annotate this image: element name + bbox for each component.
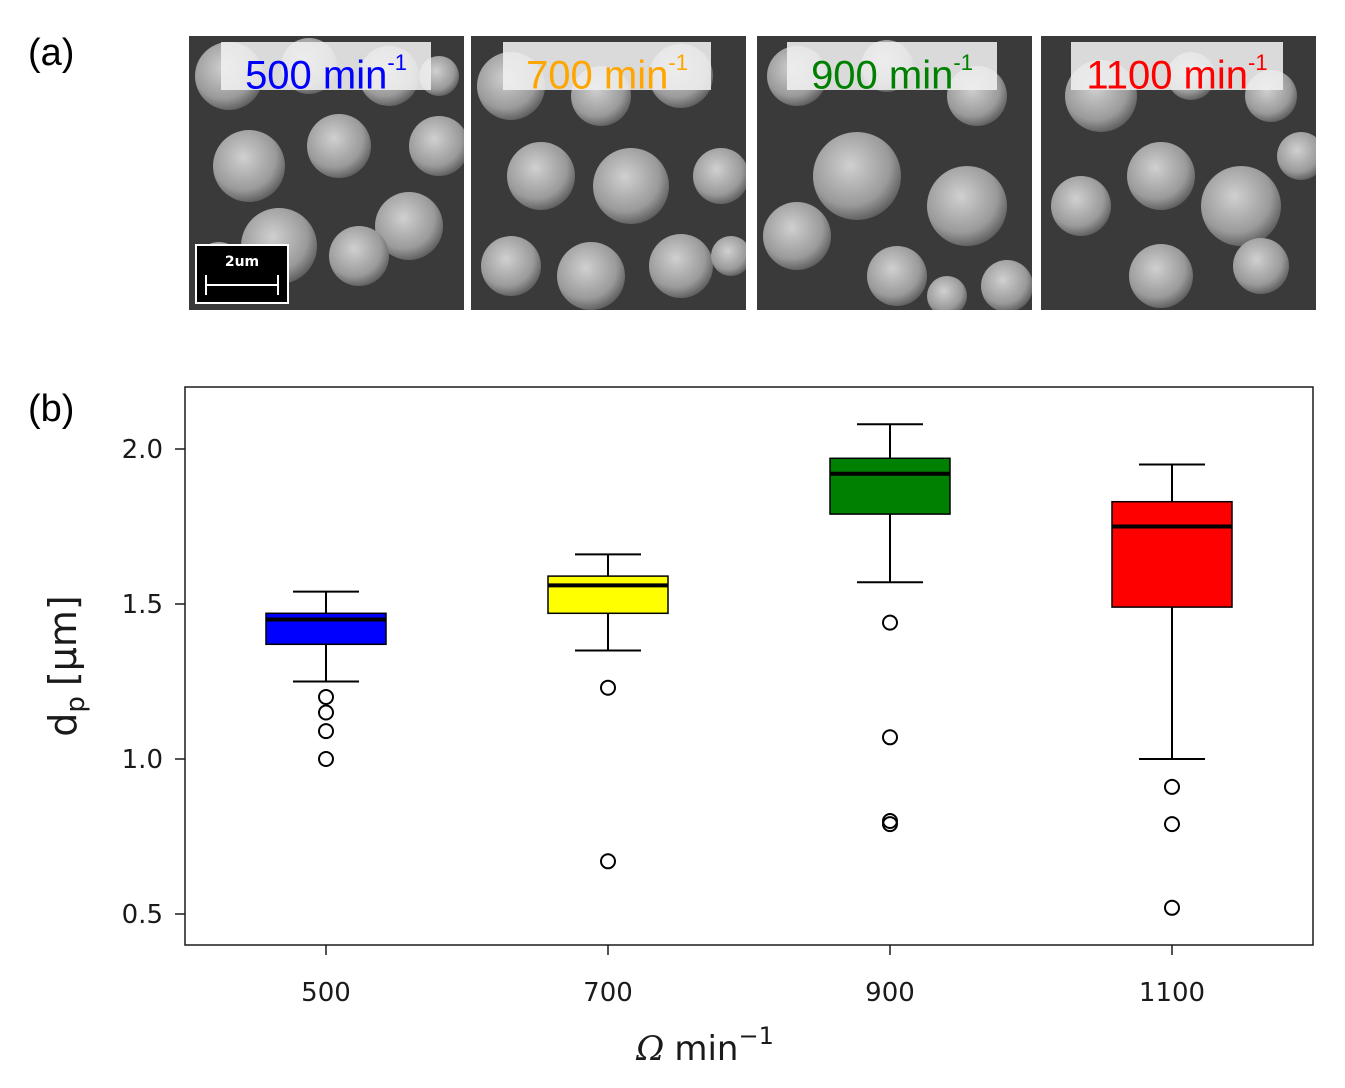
x-axis: 500 700 900 1100: [301, 945, 1205, 1008]
outlier-point: [318, 723, 334, 740]
sem-image-900: 900 min-1: [757, 36, 1032, 310]
box-900: [829, 423, 951, 833]
sem-label-text: 700 min: [526, 53, 669, 98]
particle-sphere: [307, 114, 371, 178]
x-axis-label-exp: −1: [738, 1022, 773, 1050]
particle-sphere: [375, 192, 443, 260]
y-tick-label: 1.0: [122, 745, 163, 775]
particle-sphere: [763, 202, 831, 270]
particle-sphere: [927, 166, 1007, 246]
outlier-point: [600, 679, 616, 696]
outlier-point: [882, 729, 898, 746]
box-1100: [1111, 463, 1233, 916]
panel-label-b: (b): [28, 388, 75, 430]
panel-label-a: (a): [28, 32, 75, 74]
x-tick-label: 500: [301, 978, 351, 1008]
particle-sphere: [329, 226, 389, 286]
y-tick-label: 1.5: [122, 590, 163, 620]
outlier-point: [1164, 816, 1180, 833]
sem-label-500: 500 min-1: [221, 42, 431, 97]
box-series: [265, 423, 1233, 916]
y-axis-label-sub: p: [61, 696, 91, 713]
outlier-point: [318, 704, 334, 721]
particle-sphere: [1277, 132, 1316, 180]
particle-sphere: [693, 148, 746, 204]
outlier-point: [318, 751, 334, 767]
particle-sphere: [813, 132, 901, 220]
particle-sphere: [1233, 238, 1289, 294]
outlier-point: [882, 816, 898, 833]
box-700: [547, 553, 669, 870]
y-axis-label-unit: [µm]: [41, 595, 85, 686]
sem-image-500: 500 min-1 2um: [189, 36, 464, 310]
outlier-point: [600, 853, 616, 870]
particle-sphere: [1127, 142, 1195, 210]
particle-sphere: [711, 236, 746, 276]
sem-image-1100: 1100 min-1: [1041, 36, 1316, 310]
outlier-point: [1164, 899, 1180, 916]
outlier-point: [318, 689, 334, 705]
box-500: [265, 590, 387, 767]
particle-sphere: [867, 246, 927, 306]
x-axis-label-symbol: Ω: [635, 1029, 664, 1069]
iqr-box: [1111, 500, 1233, 608]
iqr-box: [547, 575, 669, 615]
scale-bar-box: 2um: [195, 244, 289, 304]
particle-sphere: [213, 130, 285, 202]
iqr-box: [829, 457, 951, 515]
sem-label-exp: -1: [387, 50, 407, 75]
y-axis: 0.5 1.0 1.5 2.0: [122, 435, 185, 930]
particle-sphere: [593, 148, 669, 224]
sem-label-text: 500 min: [245, 53, 388, 98]
particle-sphere: [507, 142, 575, 210]
x-tick-label: 900: [865, 978, 915, 1008]
x-tick-label: 1100: [1139, 978, 1205, 1008]
plot-frame: [184, 386, 1314, 946]
x-axis-label-unit: min: [674, 1029, 738, 1069]
particle-sphere: [1201, 166, 1281, 246]
particle-sphere: [649, 234, 713, 298]
particle-sphere: [981, 260, 1032, 310]
y-axis-label-main: d: [41, 713, 85, 737]
outlier-point: [1164, 778, 1180, 795]
y-tick-label: 0.5: [122, 900, 163, 930]
sem-label-exp: -1: [1248, 50, 1268, 75]
sem-label-1100: 1100 min-1: [1071, 42, 1283, 97]
particle-sphere: [1129, 244, 1193, 308]
sem-image-700: 700 min-1: [471, 36, 746, 310]
scale-bar-line: [205, 275, 279, 295]
sem-label-700: 700 min-1: [503, 42, 711, 97]
particle-sphere: [481, 236, 541, 296]
y-axis-label: dp [µm]: [41, 595, 91, 736]
sem-label-900: 900 min-1: [787, 42, 997, 97]
x-tick-label: 700: [583, 978, 633, 1008]
particle-sphere: [557, 242, 625, 310]
particle-sphere: [1051, 176, 1111, 236]
particle-sphere: [409, 116, 464, 176]
scale-bar-label: 2um: [224, 254, 260, 270]
sem-label-exp: -1: [668, 50, 688, 75]
sem-label-text: 1100 min: [1086, 53, 1249, 98]
sem-label-text: 900 min: [811, 53, 954, 98]
y-tick-label: 2.0: [122, 435, 163, 465]
sem-label-exp: -1: [953, 50, 973, 75]
outlier-point: [882, 614, 898, 631]
particle-sphere: [927, 276, 967, 310]
